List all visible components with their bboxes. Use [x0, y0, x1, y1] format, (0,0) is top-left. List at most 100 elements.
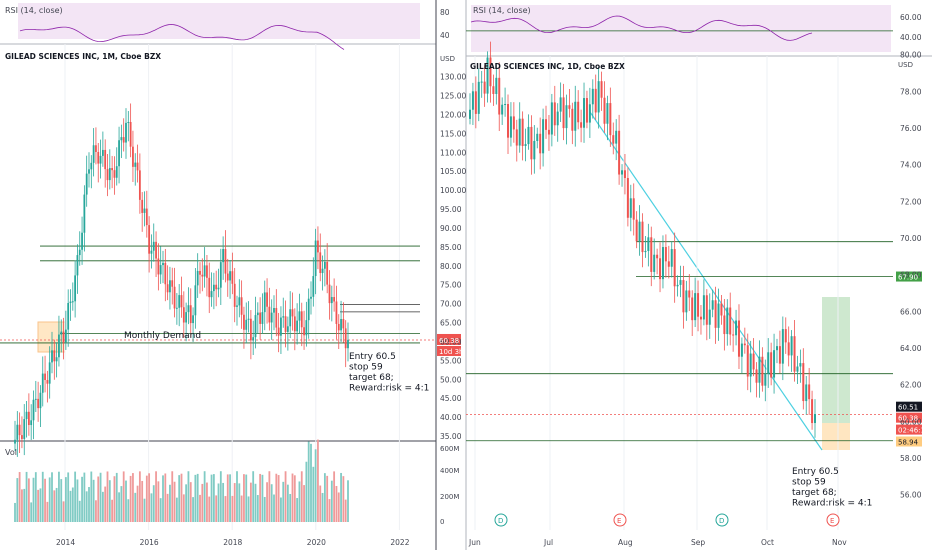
candle-body	[30, 420, 33, 426]
volume-bar	[25, 471, 28, 522]
candle-body	[773, 350, 776, 378]
volume-bar	[127, 499, 130, 522]
candle-body	[85, 173, 88, 195]
candle-body	[583, 98, 586, 128]
volume-bar	[99, 472, 102, 522]
candle-body	[37, 398, 40, 409]
candle-body	[127, 121, 130, 123]
volume-bar	[115, 472, 118, 522]
y-tick-label: 120.00	[440, 110, 466, 119]
volume-bar	[141, 480, 144, 522]
candle-body	[196, 270, 199, 286]
countdown-tag	[437, 345, 461, 356]
volume-bar	[175, 497, 178, 522]
volume-tick-label: 200M	[440, 493, 459, 501]
candle-body	[679, 280, 682, 285]
candle-body	[268, 306, 271, 323]
candle-body	[254, 315, 257, 338]
candle-body	[501, 104, 504, 115]
candle-body	[732, 334, 735, 336]
candle-body	[187, 305, 190, 313]
event-marker-letter: D	[719, 517, 724, 525]
volume-bar	[76, 479, 79, 522]
candle-body	[69, 301, 72, 303]
volume-bar	[187, 471, 190, 522]
volume-bar	[310, 443, 312, 522]
volume-bar	[62, 501, 65, 522]
y-tick-label: 58.00	[900, 454, 922, 463]
candle-body	[111, 168, 114, 171]
y-tick-label: 130.00	[440, 73, 466, 82]
candle-body	[21, 435, 23, 439]
volume-bar	[97, 476, 100, 522]
candle-body	[793, 336, 796, 372]
volume-bar	[136, 485, 139, 522]
volume-bar	[289, 493, 292, 522]
candle-body	[644, 250, 647, 253]
candle-body	[55, 357, 58, 362]
candle-body	[34, 398, 37, 400]
candle-body	[542, 119, 545, 154]
candle-body	[159, 265, 162, 275]
candle-body	[270, 312, 273, 323]
x-tick-label: 2022	[390, 538, 409, 547]
candle-body	[650, 237, 653, 272]
candle-body	[629, 198, 632, 218]
candle-body	[492, 86, 495, 94]
candle-body	[635, 219, 638, 242]
unit-label: USD	[440, 55, 455, 63]
candle-body	[612, 135, 615, 144]
trade-annotation: Entry 60.5	[349, 352, 396, 362]
price-tag-value: 02:46:12	[898, 427, 929, 435]
y-tick-label: 70.00	[900, 234, 922, 243]
candle-body	[44, 373, 46, 381]
candle-body	[577, 101, 580, 123]
candle-body	[740, 343, 743, 357]
volume-bar	[212, 474, 215, 522]
candle-body	[717, 303, 720, 328]
candle-body	[603, 97, 606, 124]
candle-body	[212, 284, 215, 292]
candle-body	[483, 81, 486, 94]
x-tick-label: 2014	[56, 538, 75, 547]
candle-body	[256, 312, 259, 316]
candle-body	[171, 280, 174, 287]
event-marker-letter: E	[617, 517, 621, 525]
volume-bar	[48, 477, 51, 522]
volume-bar	[166, 493, 169, 522]
volume-bar	[64, 477, 67, 522]
volume-bar	[300, 471, 303, 522]
volume-bar	[243, 474, 245, 522]
candle-body	[711, 300, 714, 310]
candle-body	[591, 88, 594, 105]
candle-body	[507, 104, 510, 138]
candle-body	[565, 105, 568, 129]
candle-body	[539, 133, 542, 154]
candle-body	[530, 126, 533, 160]
candle-body	[314, 240, 317, 277]
candle-body	[796, 366, 799, 372]
candle-body	[805, 384, 808, 402]
candle-body	[568, 105, 571, 109]
candle-body	[166, 284, 169, 293]
candle-body	[509, 116, 512, 138]
volume-bar	[224, 496, 227, 522]
candle-body	[157, 258, 160, 275]
candle-body	[775, 346, 778, 351]
volume-bar	[155, 471, 157, 522]
volume-bar	[347, 480, 349, 522]
candle-body	[708, 309, 711, 325]
volume-bar	[263, 496, 266, 522]
candle-body	[480, 81, 483, 83]
candle-body	[319, 252, 322, 274]
volume-bar	[247, 496, 250, 522]
candle-body	[222, 249, 225, 263]
volume-bar	[32, 477, 35, 522]
candle-body	[737, 320, 740, 357]
volume-bar	[222, 482, 225, 522]
candle-body	[688, 290, 691, 298]
candle-body	[758, 356, 761, 383]
candle-body	[125, 122, 127, 143]
y-tick-label: 80.00	[440, 262, 462, 271]
candle-body	[298, 311, 301, 321]
